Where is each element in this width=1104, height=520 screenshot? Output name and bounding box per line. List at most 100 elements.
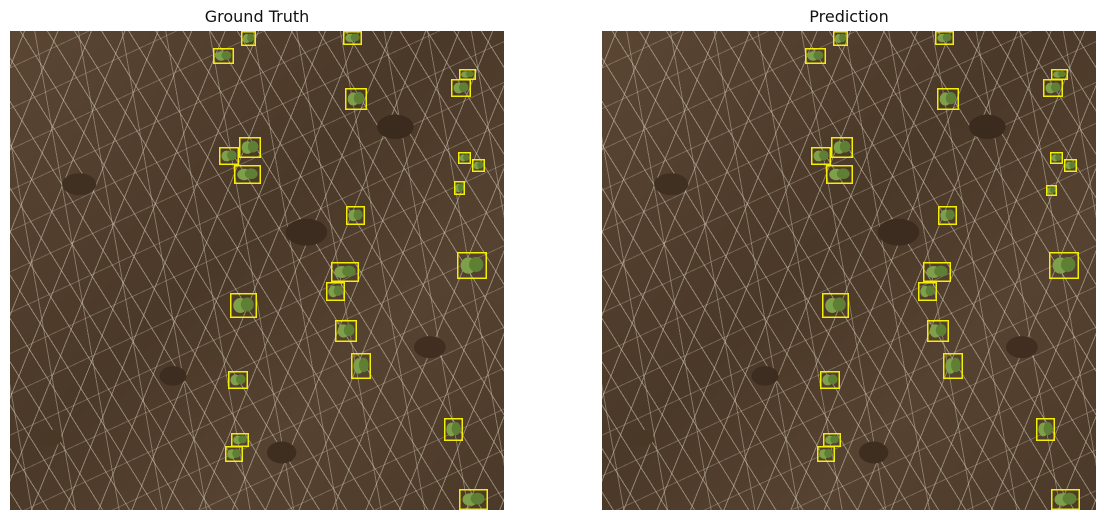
ground-truth-box (213, 48, 234, 64)
seedling-leaf (353, 91, 365, 105)
prediction-box (820, 371, 840, 389)
ground-truth-box (459, 489, 488, 510)
bounding-box-rect (817, 446, 835, 462)
ground-truth-box (331, 262, 359, 282)
seedling-leaf (333, 285, 343, 297)
seedling-leaf (1057, 70, 1066, 78)
prediction-box (1051, 489, 1080, 510)
prediction-box (937, 88, 959, 110)
ground-truth-box (454, 181, 465, 195)
ground-truth-box (234, 165, 261, 184)
prediction-box (822, 293, 849, 318)
ground-truth-box (335, 320, 357, 342)
prediction-box (817, 446, 835, 462)
bounding-box-rect (457, 252, 487, 279)
bounding-box-rect (458, 152, 471, 164)
prediction-box (831, 137, 853, 158)
seedling-leaf (238, 435, 247, 444)
ground-truth-box (230, 293, 257, 318)
bounding-box-rect (1043, 79, 1063, 97)
panel-title-prediction: Prediction (809, 7, 889, 26)
seedling-leaf (934, 265, 948, 277)
bounding-box-rect (213, 48, 234, 64)
bounding-box-rect (472, 159, 485, 172)
seedling-leaf (1055, 154, 1062, 161)
bounding-box-rect (1036, 418, 1055, 441)
bounding-box-rect (343, 31, 362, 45)
ground-truth-box (457, 252, 487, 279)
prediction-image (602, 31, 1096, 510)
seedling-leaf (1043, 422, 1053, 436)
bounding-box-rect (234, 165, 261, 184)
prediction-box (833, 31, 848, 46)
prediction-box (1049, 252, 1079, 279)
seedling-leaf (463, 154, 470, 161)
bounding-box-rect (451, 79, 471, 97)
ground-truth-box (241, 31, 256, 46)
bounding-box-rect (454, 181, 465, 195)
seedling-leaf (477, 161, 484, 169)
seedling-leaf (1069, 161, 1076, 169)
prediction-box (1036, 418, 1055, 441)
ground-truth-panel: Ground Truth (10, 0, 504, 520)
prediction-box (927, 320, 949, 342)
bounding-box-rect (831, 137, 853, 158)
ground-truth-box (326, 282, 345, 301)
prediction-box (943, 353, 963, 379)
seedling-leaf (470, 492, 485, 505)
ground-truth-box (343, 31, 362, 45)
bounding-box-rect (938, 206, 957, 225)
ground-truth-box (219, 147, 239, 165)
seedling-leaf (951, 357, 961, 373)
ground-truth-image (10, 31, 504, 510)
seedling-leaf (244, 168, 258, 180)
seedling-leaf (465, 70, 474, 78)
bounding-box-rect (219, 147, 239, 165)
seedling-leaf (1062, 492, 1077, 505)
prediction-box (811, 147, 831, 165)
seedling-leaf (839, 140, 851, 153)
seedling-leaf (353, 209, 363, 221)
prediction-box (823, 433, 841, 447)
bounding-box-rect (918, 282, 937, 301)
bounding-box-rect (1051, 489, 1080, 510)
bounding-box-rect (833, 31, 848, 46)
bounding-box-rect (241, 31, 256, 46)
ground-truth-box (351, 353, 371, 379)
ground-truth-box (225, 446, 243, 462)
seedling-leaf (830, 435, 839, 444)
seedling-leaf (839, 33, 847, 43)
bounding-box-rect (351, 353, 371, 379)
seedling-leaf (458, 183, 465, 192)
panel-title-ground-truth: Ground Truth (204, 7, 310, 26)
bounding-box-rect (326, 282, 345, 301)
bounding-box-rect (1064, 159, 1077, 172)
seedling-leaf (945, 91, 957, 105)
bounding-box-rect (935, 31, 954, 45)
seedling-leaf (343, 323, 355, 337)
bounding-box-rect (331, 262, 359, 282)
bounding-box-rect (805, 48, 826, 64)
bounding-box-rect (230, 293, 257, 318)
ground-truth-box (231, 433, 249, 447)
prediction-box (918, 282, 937, 301)
prediction-box (826, 165, 853, 184)
bounding-box-rect (826, 165, 853, 184)
prediction-box (805, 48, 826, 64)
bounding-box-rect (228, 371, 248, 389)
seedling-leaf (359, 357, 369, 373)
prediction-box (935, 31, 954, 45)
bounding-box-rect (937, 88, 959, 110)
ground-truth-box (345, 88, 367, 110)
prediction-box (1050, 152, 1063, 164)
seedling-leaf (1051, 82, 1061, 93)
bounding-box-rect (811, 147, 831, 165)
bounding-box-rect (943, 353, 963, 379)
seedling-leaf (1061, 256, 1076, 272)
bounding-box-rect (1046, 185, 1057, 196)
seedling-leaf (935, 323, 947, 337)
seedling-leaf (350, 33, 360, 42)
seedling-leaf (240, 297, 254, 312)
prediction-box (1064, 159, 1077, 172)
prediction-box (1043, 79, 1063, 97)
